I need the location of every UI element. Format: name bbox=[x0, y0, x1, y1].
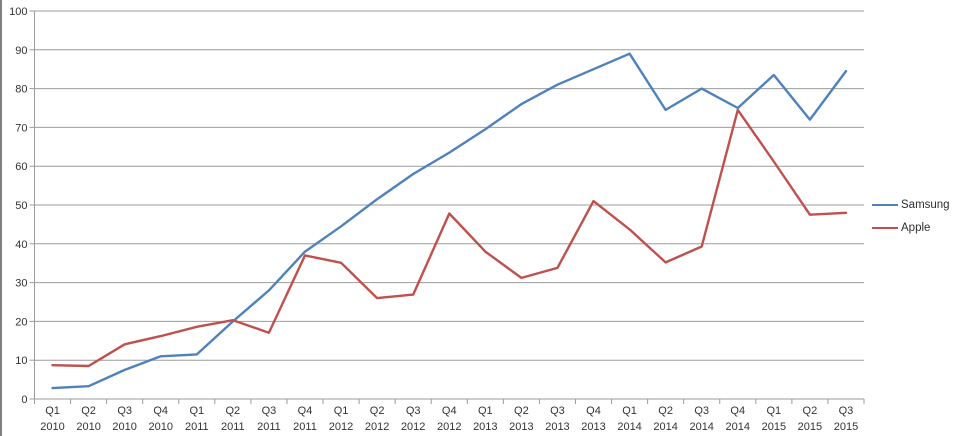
legend-label-samsung: Samsung bbox=[901, 199, 950, 211]
y-axis-label: 10 bbox=[15, 355, 27, 367]
series-line-apple[interactable] bbox=[51, 108, 848, 368]
x-axis-label: Q3 2010 bbox=[112, 405, 136, 433]
x-axis-label: Q1 2010 bbox=[40, 405, 64, 433]
y-axis-label: 60 bbox=[15, 161, 27, 173]
x-axis-label: Q3 2013 bbox=[545, 405, 569, 433]
x-axis-label: Q3 2012 bbox=[401, 405, 425, 433]
x-axis-label: Q4 2012 bbox=[437, 405, 461, 433]
y-axis-label: 100 bbox=[9, 6, 27, 18]
y-axis-label: 90 bbox=[15, 45, 27, 57]
left-edge-border bbox=[0, 0, 2, 436]
x-axis-label: Q2 2015 bbox=[798, 405, 822, 433]
legend-item-samsung[interactable]: Samsung bbox=[872, 198, 950, 212]
legend-label-apple: Apple bbox=[901, 222, 931, 234]
legend-item-apple[interactable]: Apple bbox=[872, 221, 950, 235]
x-axis-label: Q3 2015 bbox=[834, 405, 858, 433]
x-axis-label: Q1 2015 bbox=[762, 405, 786, 433]
legend: Samsung Apple bbox=[872, 198, 950, 235]
x-axis-label: Q4 2011 bbox=[293, 405, 317, 433]
y-axis-label: 20 bbox=[15, 316, 27, 328]
y-axis-label: 30 bbox=[15, 278, 27, 290]
apple-line-swatch-icon bbox=[872, 227, 898, 229]
y-axis-label: 40 bbox=[15, 239, 27, 251]
samsung-line-swatch-icon bbox=[872, 204, 898, 206]
y-axis-label: 50 bbox=[15, 200, 27, 212]
x-axis-label: Q2 2014 bbox=[653, 405, 677, 433]
series-line-samsung[interactable] bbox=[51, 52, 848, 390]
x-axis-label: Q1 2014 bbox=[617, 405, 641, 433]
x-axis-label: Q1 2011 bbox=[185, 405, 209, 433]
x-axis-label: Q4 2010 bbox=[148, 405, 172, 433]
y-axis-label: 70 bbox=[15, 122, 27, 134]
y-axis-label: 0 bbox=[21, 394, 27, 406]
x-axis-label: Q1 2012 bbox=[329, 405, 353, 433]
x-axis-label: Q1 2013 bbox=[473, 405, 497, 433]
x-axis-label: Q4 2014 bbox=[726, 405, 750, 433]
x-axis-label: Q3 2011 bbox=[257, 405, 281, 433]
x-axis-label: Q3 2014 bbox=[689, 405, 713, 433]
x-axis-label: Q4 2013 bbox=[581, 405, 605, 433]
y-axis-label: 80 bbox=[15, 84, 27, 96]
x-axis-label: Q2 2012 bbox=[365, 405, 389, 433]
x-axis-label: Q2 2013 bbox=[509, 405, 533, 433]
x-axis-label: Q2 2010 bbox=[76, 405, 100, 433]
x-axis-label: Q2 2011 bbox=[221, 405, 245, 433]
